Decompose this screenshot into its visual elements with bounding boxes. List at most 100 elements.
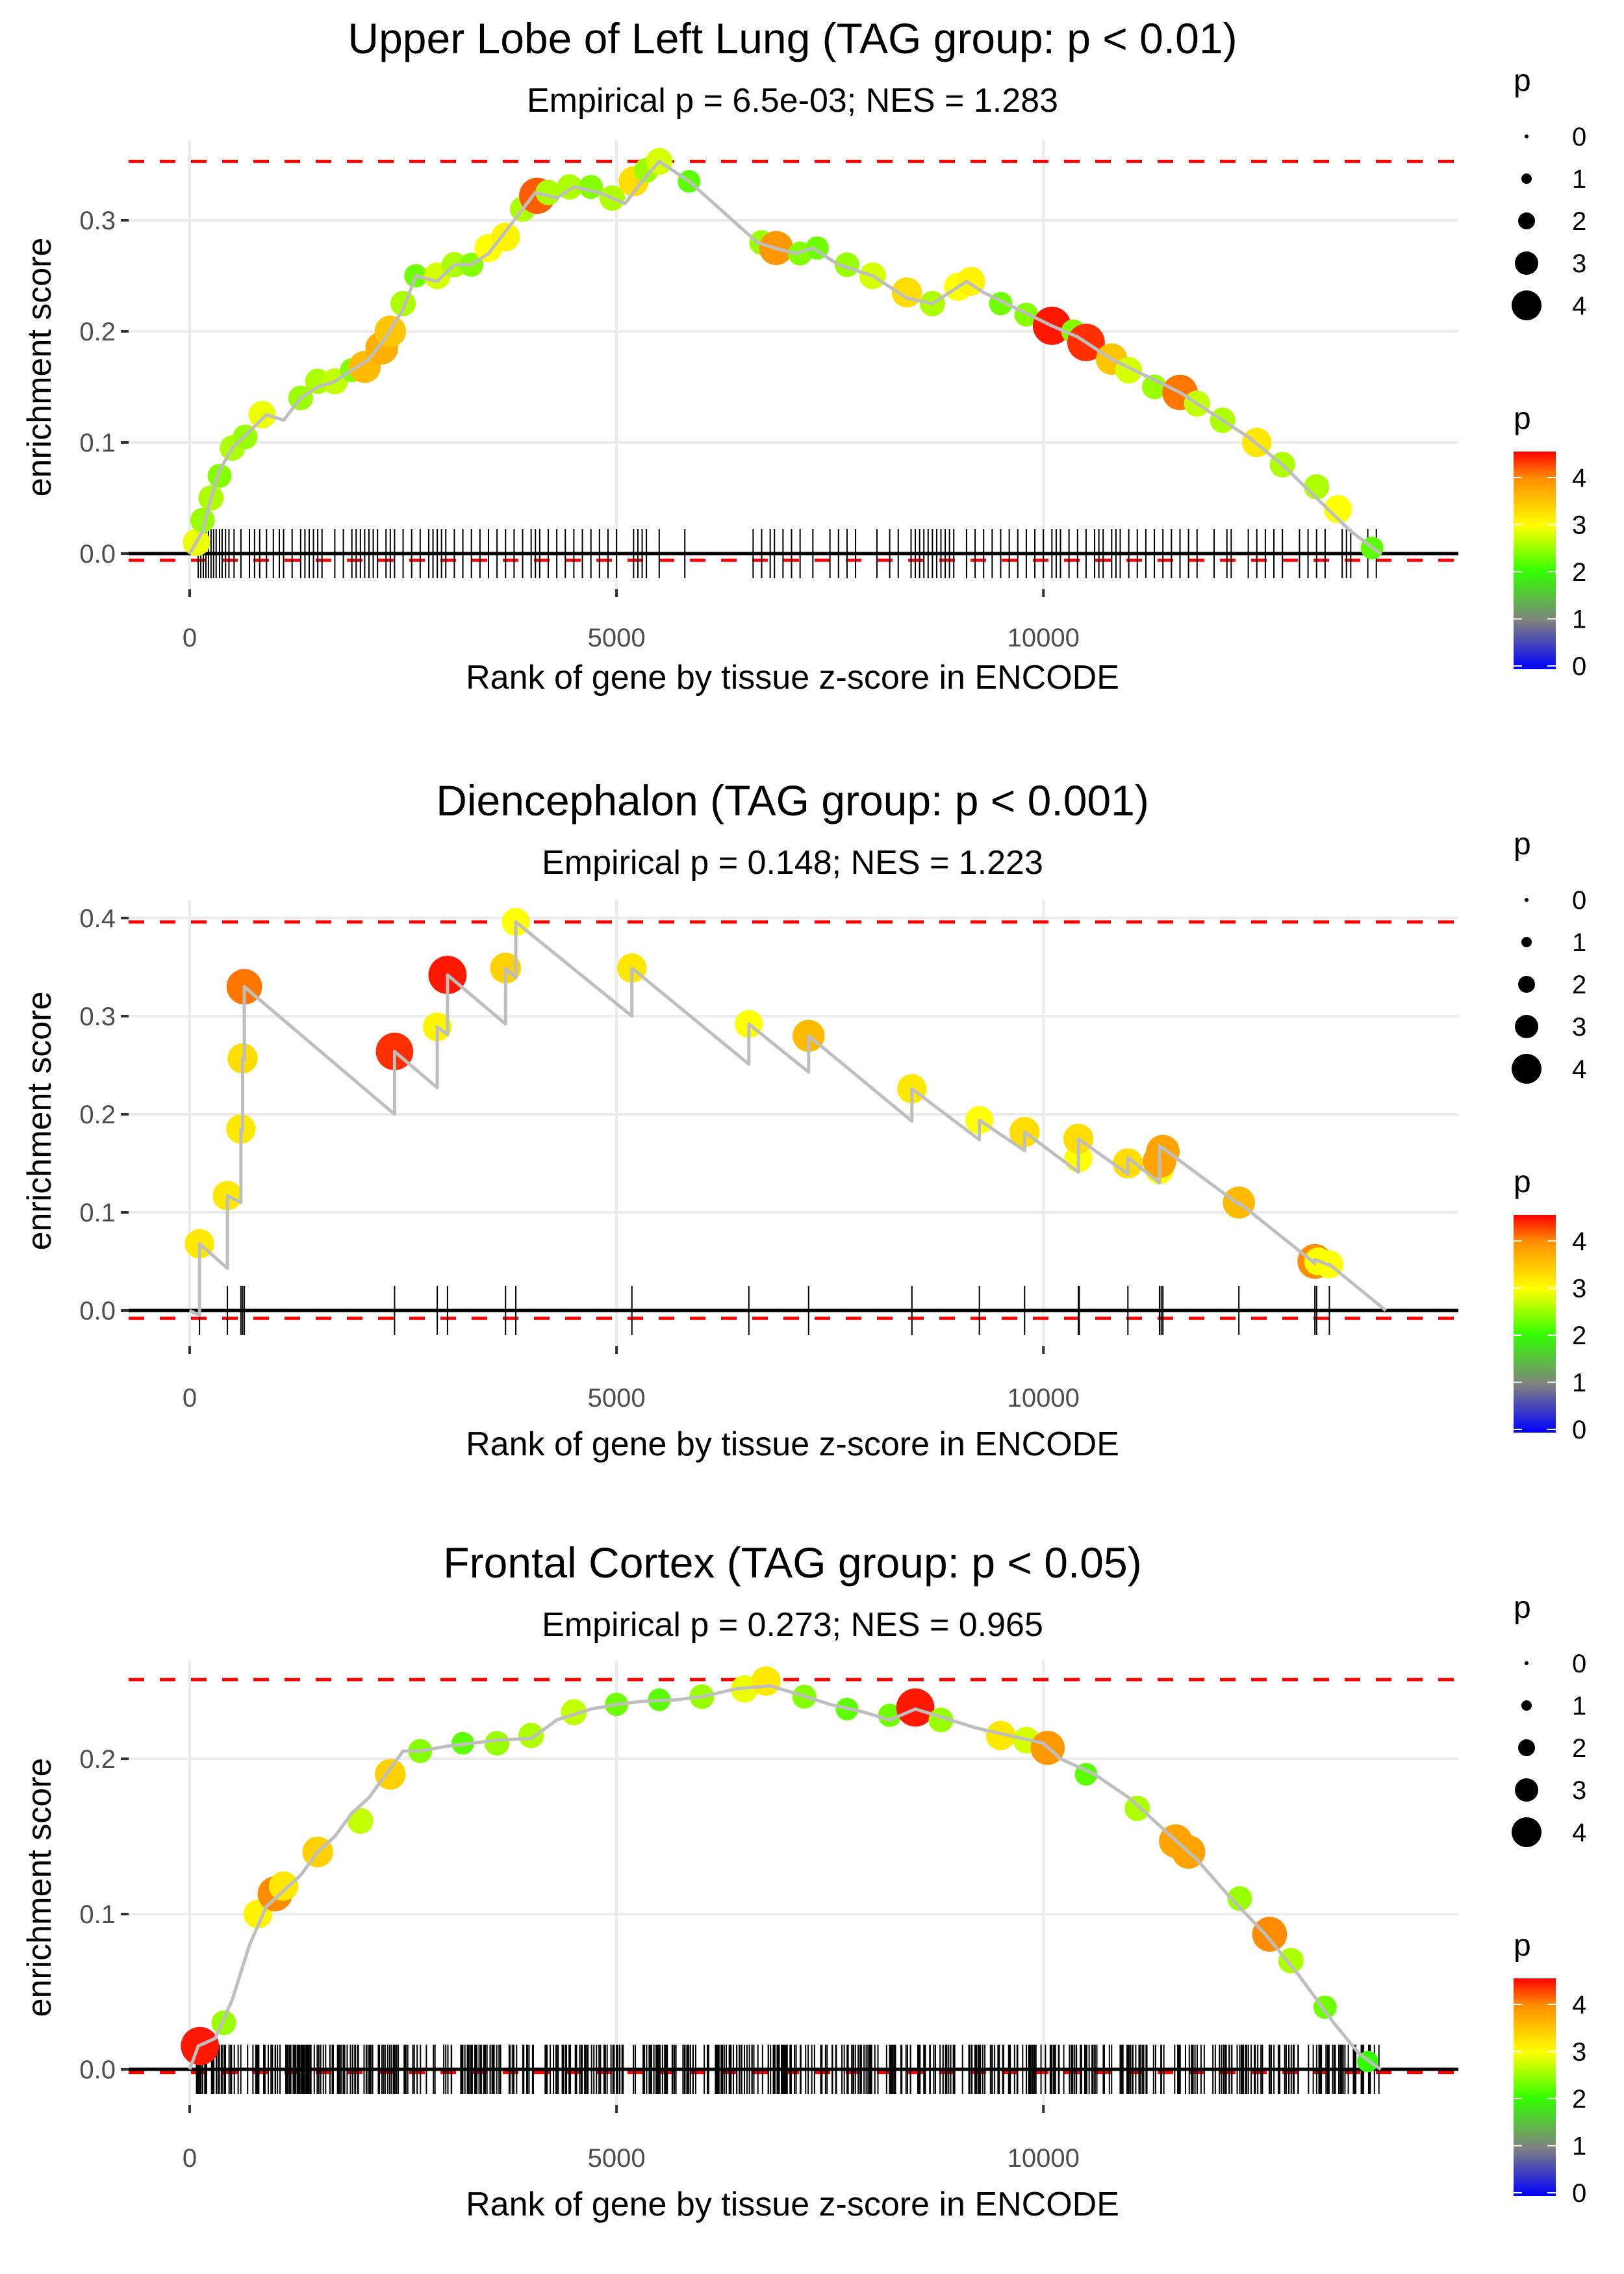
size-legend-dot xyxy=(1521,937,1532,947)
legend: p 0 1 2 3 4 p 4 3 2 1 0 xyxy=(1512,1591,1586,2208)
colorbar-label: 1 xyxy=(1572,2132,1586,2161)
colorbar-label: 4 xyxy=(1572,1227,1586,1256)
hit-point xyxy=(1227,1886,1252,1911)
hit-point xyxy=(268,1871,299,1901)
chart-subtitle: Empirical p = 0.273; NES = 0.965 xyxy=(542,1606,1043,1644)
size-legend-dot xyxy=(1521,1700,1532,1711)
colorbar-label: 4 xyxy=(1572,1991,1586,2019)
grid xyxy=(129,140,1458,589)
size-legend-label: 4 xyxy=(1572,292,1586,320)
hit-point xyxy=(878,1704,902,1728)
colorbar-label: 1 xyxy=(1572,606,1586,634)
size-legend-label: 0 xyxy=(1572,886,1586,915)
size-legend-label: 2 xyxy=(1572,207,1586,236)
size-legend-title: p xyxy=(1514,827,1531,862)
panel-frontal-cortex: Frontal Cortex (TAG group: p < 0.05) Emp… xyxy=(21,1539,1586,2223)
y-tick-label: 0.3 xyxy=(79,1003,116,1031)
size-legend-dot xyxy=(1525,1661,1529,1665)
size-legend-dot xyxy=(1512,1054,1542,1084)
colorbar xyxy=(1514,1215,1556,1433)
hit-point xyxy=(248,401,276,429)
running-es-line xyxy=(188,920,1387,1317)
y-tick-label: 0.1 xyxy=(79,1199,116,1227)
x-tick-label: 10000 xyxy=(1008,1384,1080,1412)
grid xyxy=(129,900,1458,1346)
x-tick-label: 0 xyxy=(183,2144,197,2173)
y-tick-label: 0.3 xyxy=(79,207,116,235)
panel-diencephalon: Diencephalon (TAG group: p < 0.001) Empi… xyxy=(21,776,1586,1463)
hit-point xyxy=(1146,1134,1180,1169)
y-axis-label: enrichment score xyxy=(21,238,58,497)
size-legend-label: 4 xyxy=(1572,1055,1586,1084)
color-legend-title: p xyxy=(1514,402,1531,436)
running-es-line xyxy=(188,159,1382,556)
marks xyxy=(129,908,1458,1335)
colorbar-label: 0 xyxy=(1572,2179,1586,2208)
color-legend-title: p xyxy=(1514,1928,1531,1963)
hit-point xyxy=(985,1720,1016,1750)
colorbar-label: 4 xyxy=(1572,464,1586,492)
legend: p 0 1 2 3 4 p 4 3 2 1 0 xyxy=(1512,827,1586,1444)
colorbar-label: 0 xyxy=(1572,1416,1586,1444)
hit-point xyxy=(751,1666,781,1696)
y-tick-label: 0.2 xyxy=(79,318,116,346)
hit-point xyxy=(579,175,603,199)
y-tick-label: 0.1 xyxy=(79,1900,116,1929)
x-axis-label: Rank of gene by tissue z-score in ENCODE xyxy=(466,659,1119,696)
colorbar xyxy=(1514,1978,1556,2196)
size-legend-title: p xyxy=(1514,1591,1531,1625)
size-legend-label: 3 xyxy=(1572,1013,1586,1041)
size-legend-label: 2 xyxy=(1572,971,1586,999)
size-legend-dot xyxy=(1525,134,1529,138)
marks xyxy=(129,147,1458,578)
x-axis-label: Rank of gene by tissue z-score in ENCODE xyxy=(466,2186,1119,2223)
running-es-line xyxy=(188,1684,1382,2071)
hit-point xyxy=(1142,374,1167,400)
size-legend-title: p xyxy=(1514,64,1531,98)
colorbar-label: 2 xyxy=(1572,1322,1586,1350)
y-tick-label: 0.0 xyxy=(79,2056,116,2084)
size-legend-label: 1 xyxy=(1572,1692,1586,1720)
hit-point xyxy=(485,1731,510,1756)
hit-point xyxy=(190,507,215,533)
hit-point xyxy=(1323,495,1352,524)
chart-title: Diencephalon (TAG group: p < 0.001) xyxy=(436,776,1149,824)
colorbar-label: 2 xyxy=(1572,2085,1586,2114)
colorbar-label: 3 xyxy=(1572,1275,1586,1303)
y-axis-label: enrichment score xyxy=(21,991,58,1251)
x-tick-label: 5000 xyxy=(588,1384,646,1412)
size-legend-dot xyxy=(1518,976,1535,993)
hit-point xyxy=(491,222,520,251)
y-tick-label: 0.2 xyxy=(79,1745,116,1774)
hit-point xyxy=(561,1699,587,1726)
chart-title: Upper Lobe of Left Lung (TAG group: p < … xyxy=(348,14,1237,62)
hit-point xyxy=(375,1759,406,1790)
chart-subtitle: Empirical p = 6.5e-03; NES = 1.283 xyxy=(527,82,1058,120)
size-legend-label: 3 xyxy=(1572,1776,1586,1805)
hit-point xyxy=(347,1808,374,1834)
x-tick-label: 0 xyxy=(183,624,197,652)
size-legend-label: 4 xyxy=(1572,1819,1586,1847)
grid xyxy=(129,1660,1458,2105)
hit-point xyxy=(1278,1948,1304,1974)
x-tick-label: 5000 xyxy=(588,2144,646,2173)
size-legend-label: 2 xyxy=(1572,1734,1586,1763)
ticks: 0.0 0.1 0.2 0.3 0.4 0 5000 10000 xyxy=(79,904,1079,1412)
size-legend-label: 0 xyxy=(1572,1650,1586,1678)
y-tick-label: 0.0 xyxy=(79,1297,116,1325)
panel-upper-lobe-left-lung: Upper Lobe of Left Lung (TAG group: p < … xyxy=(21,14,1586,696)
x-tick-label: 10000 xyxy=(1008,2144,1080,2173)
color-legend-title: p xyxy=(1514,1165,1531,1199)
ticks: 0.0 0.1 0.2 0.3 0 5000 10000 xyxy=(79,207,1079,652)
chart-subtitle: Empirical p = 0.148; NES = 1.223 xyxy=(542,844,1043,882)
size-legend-label: 1 xyxy=(1572,165,1586,194)
x-tick-label: 10000 xyxy=(1008,624,1080,652)
size-legend-dot xyxy=(1512,1817,1542,1847)
size-legend-dot xyxy=(1518,212,1535,229)
legend: p 0 1 2 3 4 p 4 3 2 1 0 xyxy=(1512,64,1586,681)
x-tick-label: 5000 xyxy=(588,624,646,652)
size-legend-label: 1 xyxy=(1572,928,1586,957)
hit-point xyxy=(518,1722,544,1748)
size-legend-label: 3 xyxy=(1572,249,1586,278)
